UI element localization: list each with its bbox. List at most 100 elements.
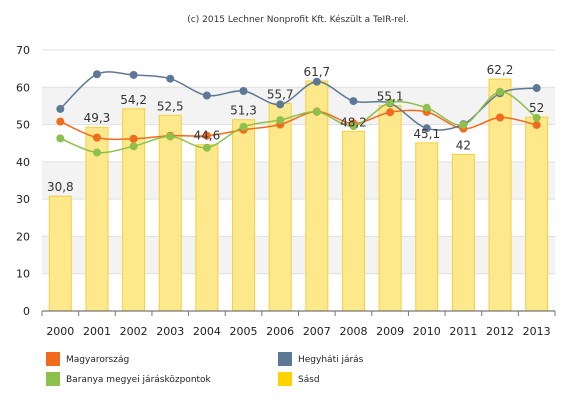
bar[interactable] [48, 195, 72, 312]
series-point[interactable] [202, 131, 211, 140]
series-point[interactable] [166, 132, 175, 141]
legend-item[interactable]: Sásd [278, 372, 320, 386]
legend-item[interactable]: Baranya megyei járásközpontok [46, 372, 212, 386]
legend-item[interactable]: Hegyháti járás [278, 352, 364, 366]
y-tick-label: 40 [16, 156, 30, 169]
series-point[interactable] [92, 70, 101, 79]
legend-swatch [278, 372, 292, 386]
bar[interactable] [232, 119, 256, 312]
data-labels: 30,8 49,3 54,2 52,5 44,6 51,3 55,7 61,7 48,2 55,1… [47, 63, 544, 194]
series-point[interactable] [92, 133, 101, 142]
bar[interactable] [195, 144, 219, 312]
legend-label: Hegyháti járás [298, 355, 364, 365]
series-point[interactable] [312, 107, 321, 116]
bar-data-label: 42 [456, 138, 471, 152]
series-point[interactable] [422, 103, 431, 112]
bar[interactable] [341, 130, 365, 312]
bar-data-label: 52,5 [157, 99, 184, 113]
bar[interactable] [525, 116, 549, 312]
series-point[interactable] [532, 84, 541, 93]
series-point[interactable] [422, 124, 431, 133]
x-tick-label: 2001 [83, 325, 111, 338]
y-tick-label: 20 [16, 230, 30, 243]
series-point[interactable] [386, 98, 395, 107]
series-point[interactable] [202, 91, 211, 100]
x-tick-label: 2011 [449, 325, 477, 338]
series-point[interactable] [276, 100, 285, 109]
bar-data-label: 54,2 [120, 93, 147, 107]
legend-label: Baranya megyei járásközpontok [66, 375, 212, 385]
series-point[interactable] [239, 87, 248, 96]
chart-credit: (c) 2015 Lechner Nonprofit Kft. Készült … [187, 14, 408, 25]
bar-data-label: 51,3 [230, 104, 257, 118]
legend[interactable]: Magyarország Hegyháti járás Baranya megyei… [46, 352, 364, 386]
x-tick-label: 2006 [266, 325, 294, 338]
x-tick-label: 2007 [303, 325, 331, 338]
bar-data-label: 61,7 [303, 65, 330, 79]
series-point[interactable] [239, 122, 248, 131]
bar-data-label: 49,3 [84, 111, 111, 125]
x-tick-label: 2004 [193, 325, 221, 338]
bar-data-label: 55,7 [267, 87, 294, 101]
x-tick-label: 2002 [120, 325, 148, 338]
bar-data-label: 30,8 [47, 180, 74, 194]
legend-label: Sásd [298, 375, 320, 385]
bar[interactable] [415, 142, 439, 312]
y-tick-label: 30 [16, 193, 30, 206]
series-point[interactable] [56, 134, 65, 143]
legend-swatch [46, 372, 60, 386]
x-tick-label: 2008 [339, 325, 367, 338]
plot-band [42, 236, 555, 274]
line-points [56, 70, 541, 157]
bar-data-label: 48,2 [340, 115, 367, 129]
y-tick-label: 0 [23, 305, 30, 318]
bar-data-label: 55,1 [377, 90, 404, 104]
series-point[interactable] [129, 70, 138, 79]
bar-data-label: 44,6 [194, 129, 221, 143]
plot-band [42, 161, 555, 200]
series-point[interactable] [349, 97, 358, 106]
series-point[interactable] [349, 122, 358, 131]
x-tick-label: 2013 [523, 325, 551, 338]
legend-swatch [278, 352, 292, 366]
x-tick-label: 2003 [156, 325, 184, 338]
series-point[interactable] [92, 148, 101, 157]
series-point[interactable] [496, 87, 505, 96]
series-point[interactable] [276, 116, 285, 125]
series-point[interactable] [532, 120, 541, 129]
x-tick-label: 2005 [230, 325, 258, 338]
legend-swatch [46, 352, 60, 366]
bar-data-label: 52 [529, 101, 544, 115]
series-point[interactable] [166, 74, 175, 83]
series-point[interactable] [386, 108, 395, 117]
axes: 0 10 20 30 40 50 60 70 2000 2001 2002 2003 2004 2005 2… [16, 44, 556, 338]
bar-series [48, 78, 549, 312]
legend-label: Magyarország [66, 355, 129, 365]
x-tick-label: 2000 [46, 325, 74, 338]
series-point[interactable] [129, 134, 138, 143]
legend-item[interactable]: Magyarország [46, 352, 129, 366]
bar[interactable] [158, 114, 182, 312]
y-tick-label: 70 [16, 44, 30, 57]
x-tick-label: 2009 [376, 325, 404, 338]
bar[interactable] [268, 102, 292, 312]
y-tick-label: 60 [16, 81, 30, 94]
x-tick-label: 2010 [413, 325, 441, 338]
series-point[interactable] [202, 143, 211, 152]
y-tick-label: 50 [16, 119, 30, 132]
bar[interactable] [451, 153, 475, 312]
series-point[interactable] [56, 117, 65, 126]
bar[interactable] [378, 105, 402, 312]
y-tick-label: 10 [16, 268, 30, 281]
series-point[interactable] [56, 104, 65, 113]
series-point[interactable] [532, 113, 541, 122]
series-point[interactable] [496, 113, 505, 122]
series-point[interactable] [312, 77, 321, 86]
bar-data-label: 45,1 [413, 127, 440, 141]
bar-data-label: 62,2 [487, 63, 514, 77]
series-point[interactable] [459, 120, 468, 129]
series-point[interactable] [129, 142, 138, 151]
x-tick-label: 2012 [486, 325, 514, 338]
